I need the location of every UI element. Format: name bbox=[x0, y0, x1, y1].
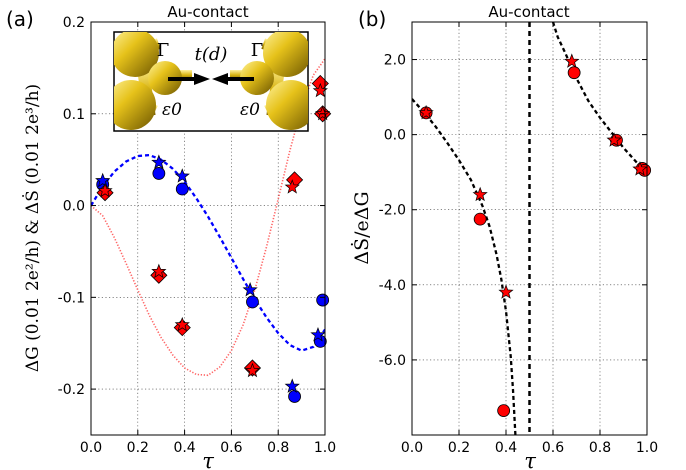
x-axis-label-b: τ bbox=[524, 449, 536, 470]
inset-illustration: Γ t(d) Γ ε0 ε0 bbox=[113, 31, 309, 132]
panel-title-b: Au-contact bbox=[488, 3, 569, 21]
data-point-star bbox=[632, 161, 648, 176]
y-tick-label: -4.0 bbox=[379, 278, 406, 294]
y-tick-label: -6.0 bbox=[379, 353, 406, 369]
panel-title-a: Au-contact bbox=[167, 3, 248, 21]
data-point-star bbox=[97, 182, 113, 198]
ticks-a bbox=[90, 21, 326, 435]
data-point-circle bbox=[246, 295, 259, 309]
y-tick-label: -0.2 bbox=[58, 382, 85, 398]
x-tick-label: 0.4 bbox=[495, 440, 517, 456]
data-point-circle bbox=[497, 404, 511, 417]
ticks-b bbox=[411, 22, 648, 435]
data-point-star bbox=[95, 172, 111, 188]
data-point-star bbox=[564, 53, 580, 68]
fit-curve bbox=[91, 153, 325, 352]
x-tick-label: 0.2 bbox=[127, 440, 149, 456]
y-tick-label: -0.1 bbox=[58, 290, 85, 306]
y-tick-label: 0.2 bbox=[63, 15, 85, 31]
x-tick-label: 0.6 bbox=[220, 440, 242, 456]
inset-label-gamma-right: Γ bbox=[251, 40, 264, 61]
panel-label-a: (a) bbox=[6, 7, 34, 31]
y-tick-label: -2.0 bbox=[379, 203, 406, 219]
data-point-star bbox=[242, 281, 258, 297]
data-point-star bbox=[472, 186, 488, 202]
data-markers-b bbox=[418, 53, 652, 417]
data-point-star bbox=[151, 154, 167, 169]
data-point-star bbox=[310, 326, 326, 342]
y-tick-label: 0.0 bbox=[384, 128, 406, 144]
y-axis-label-b: ΔṠ/eΔG bbox=[350, 191, 373, 264]
x-axis-label-a: τ bbox=[202, 449, 214, 470]
x-tick-label: 0.8 bbox=[267, 440, 289, 456]
data-point-circle bbox=[316, 293, 330, 307]
data-point-circle bbox=[288, 390, 301, 403]
fit-curve bbox=[91, 58, 325, 377]
data-point-star bbox=[284, 179, 300, 194]
data-point-star bbox=[606, 132, 622, 147]
inset-label-gamma-left: Γ bbox=[157, 40, 170, 61]
inset-label-hopping: t(d) bbox=[195, 44, 228, 65]
x-tick-label: 0.0 bbox=[401, 440, 423, 456]
fit-curve bbox=[412, 98, 517, 435]
fit-curve bbox=[551, 22, 647, 175]
data-point-star bbox=[418, 104, 434, 120]
axes-frame-b bbox=[411, 21, 648, 436]
data-point-circle bbox=[152, 167, 166, 180]
y-tick-label: 2.0 bbox=[384, 53, 406, 69]
x-tick-label: 1.0 bbox=[314, 440, 336, 456]
tick-labels-b: 0.0 0.2 0.4 0.6 0.8 1.0 2.0 0.0 -2.0 -4.0 -6.0 bbox=[379, 53, 658, 456]
data-point-circle bbox=[567, 66, 581, 80]
inset-label-eps-right: ε0 bbox=[240, 100, 260, 120]
panel-b: (b) Au-contact 0.0 0.2 0.4 0.6 0.8 1.0 2.0 0.0 -… bbox=[350, 3, 658, 470]
data-point-star bbox=[498, 284, 514, 299]
inset-label-eps-left: ε0 bbox=[162, 100, 182, 120]
data-point-star bbox=[174, 168, 190, 183]
data-point-star bbox=[151, 263, 167, 279]
y-tick-label: 0.1 bbox=[63, 107, 85, 123]
fit-lines-a bbox=[91, 58, 325, 377]
data-point-star bbox=[315, 105, 331, 121]
x-tick-label: 0.0 bbox=[80, 440, 102, 456]
y-tick-label: 0.0 bbox=[63, 199, 85, 215]
data-point-circle bbox=[175, 182, 189, 196]
y-axis-label-a: ΔG (0.01 2e²/h) & ΔṠ (0.01 2e³/h) bbox=[22, 84, 43, 372]
data-point-star bbox=[284, 378, 300, 393]
panel-a: (a) Au-contact bbox=[6, 3, 336, 470]
x-tick-label: 0.4 bbox=[173, 440, 195, 456]
data-point-circle bbox=[473, 212, 487, 226]
data-point-star bbox=[244, 362, 261, 378]
tick-labels-a: 0.0 0.2 0.4 0.6 0.8 1.0 -0.2 -0.1 0.0 0.1 0.2 bbox=[58, 15, 336, 456]
axes-frame-a bbox=[90, 21, 326, 436]
x-tick-label: 0.2 bbox=[448, 440, 470, 456]
x-tick-label: 0.8 bbox=[589, 440, 611, 456]
panel-label-b: (b) bbox=[358, 7, 386, 31]
x-tick-label: 1.0 bbox=[636, 440, 658, 456]
fit-lines-b bbox=[412, 22, 647, 435]
data-point-star bbox=[174, 316, 190, 332]
x-tick-label: 0.6 bbox=[542, 440, 564, 456]
